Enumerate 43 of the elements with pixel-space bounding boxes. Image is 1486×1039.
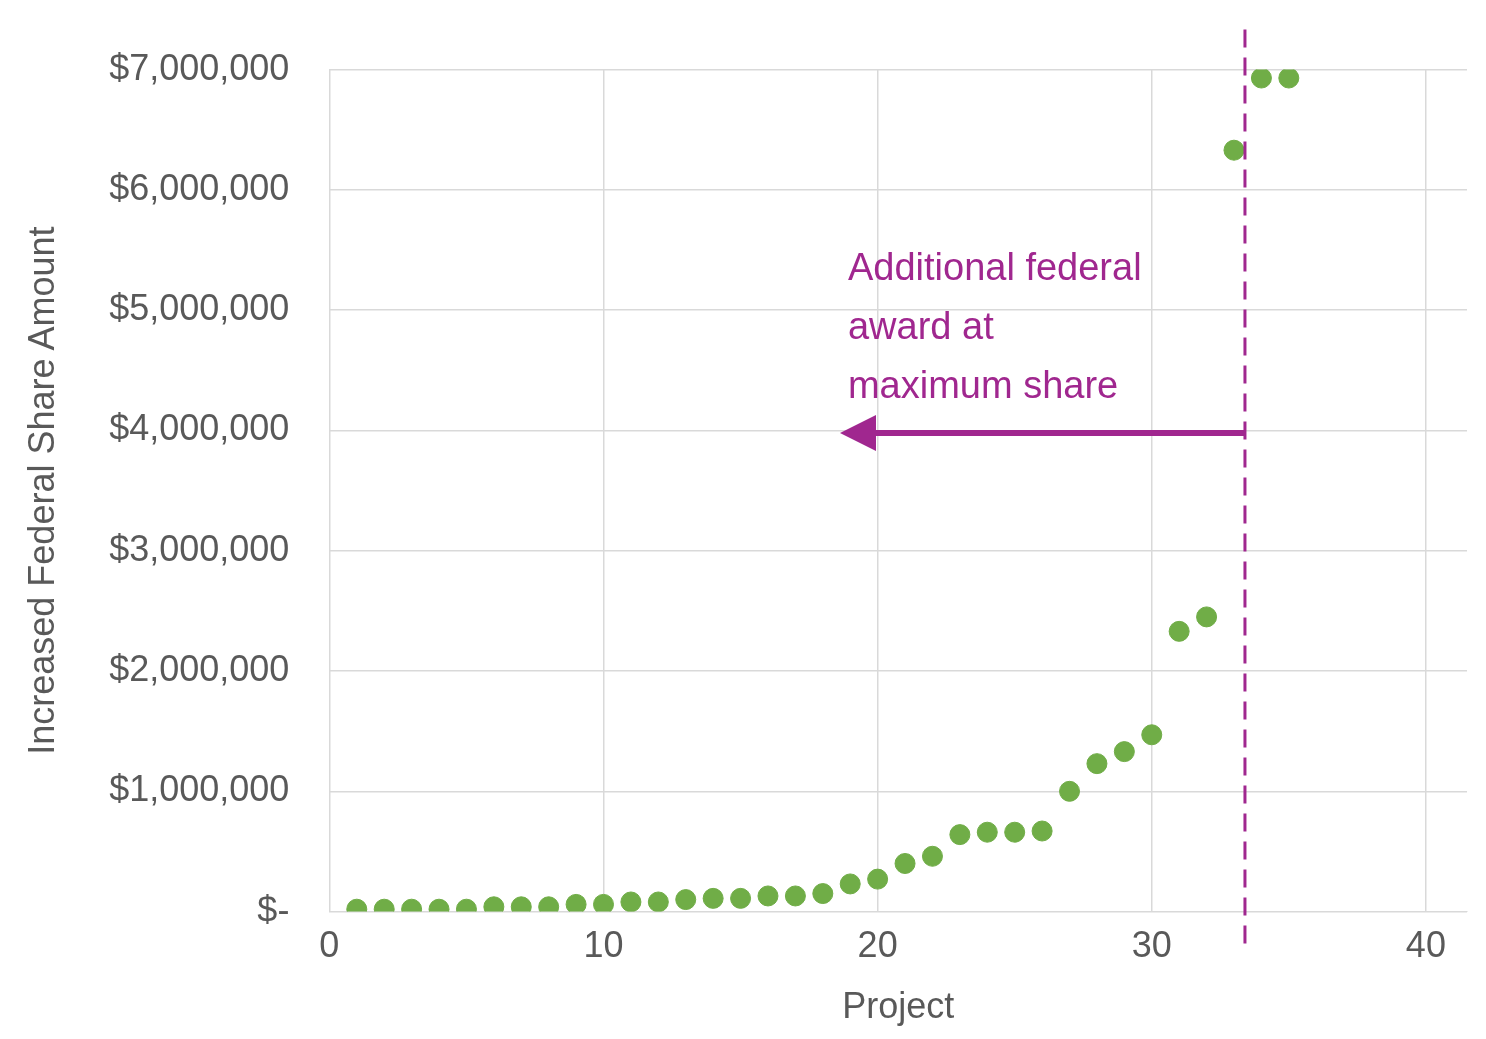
point: [1004, 821, 1026, 843]
y-tick-label: $1,000,000: [109, 768, 290, 810]
point: [839, 873, 861, 895]
y-tick-label: $-: [257, 888, 290, 930]
point: [620, 891, 642, 912]
y-tick-label: $6,000,000: [109, 166, 290, 208]
y-tick-label: $4,000,000: [109, 407, 290, 449]
point: [1223, 139, 1245, 161]
point: [1168, 620, 1190, 642]
x-tick-label: 30: [1131, 924, 1172, 966]
point: [675, 889, 697, 911]
point: [1250, 69, 1272, 89]
point: [1031, 820, 1053, 842]
point: [757, 885, 779, 907]
y-axis-title: Increased Federal Share Amount: [20, 226, 62, 755]
point: [647, 891, 669, 912]
y-tick-label: $5,000,000: [109, 287, 290, 329]
y-tick-label: $7,000,000: [109, 46, 290, 88]
point: [1196, 606, 1218, 628]
point: [565, 893, 587, 912]
point: [894, 852, 916, 874]
y-tick-label: $2,000,000: [109, 647, 290, 689]
annotation: Additional federal award at maximum share: [847, 246, 1142, 407]
x-tick-label: 20: [857, 924, 898, 966]
point: [1278, 69, 1300, 89]
point: [730, 887, 752, 909]
point: [702, 887, 724, 909]
point: [1113, 741, 1135, 763]
point: [976, 821, 998, 843]
point: [593, 893, 614, 912]
x-tick-label: 0: [319, 924, 340, 966]
y-tick-label: $3,000,000: [109, 527, 290, 569]
point: [949, 824, 971, 846]
point: [1059, 780, 1081, 802]
point: [784, 885, 806, 907]
point: [812, 883, 834, 905]
point: [1086, 753, 1108, 775]
point: [1141, 724, 1163, 746]
x-tick-label: 10: [583, 924, 624, 966]
x-tick-label: 40: [1405, 924, 1446, 966]
point: [921, 845, 943, 867]
point: [867, 868, 889, 890]
x-axis-title: Project: [842, 985, 955, 1027]
